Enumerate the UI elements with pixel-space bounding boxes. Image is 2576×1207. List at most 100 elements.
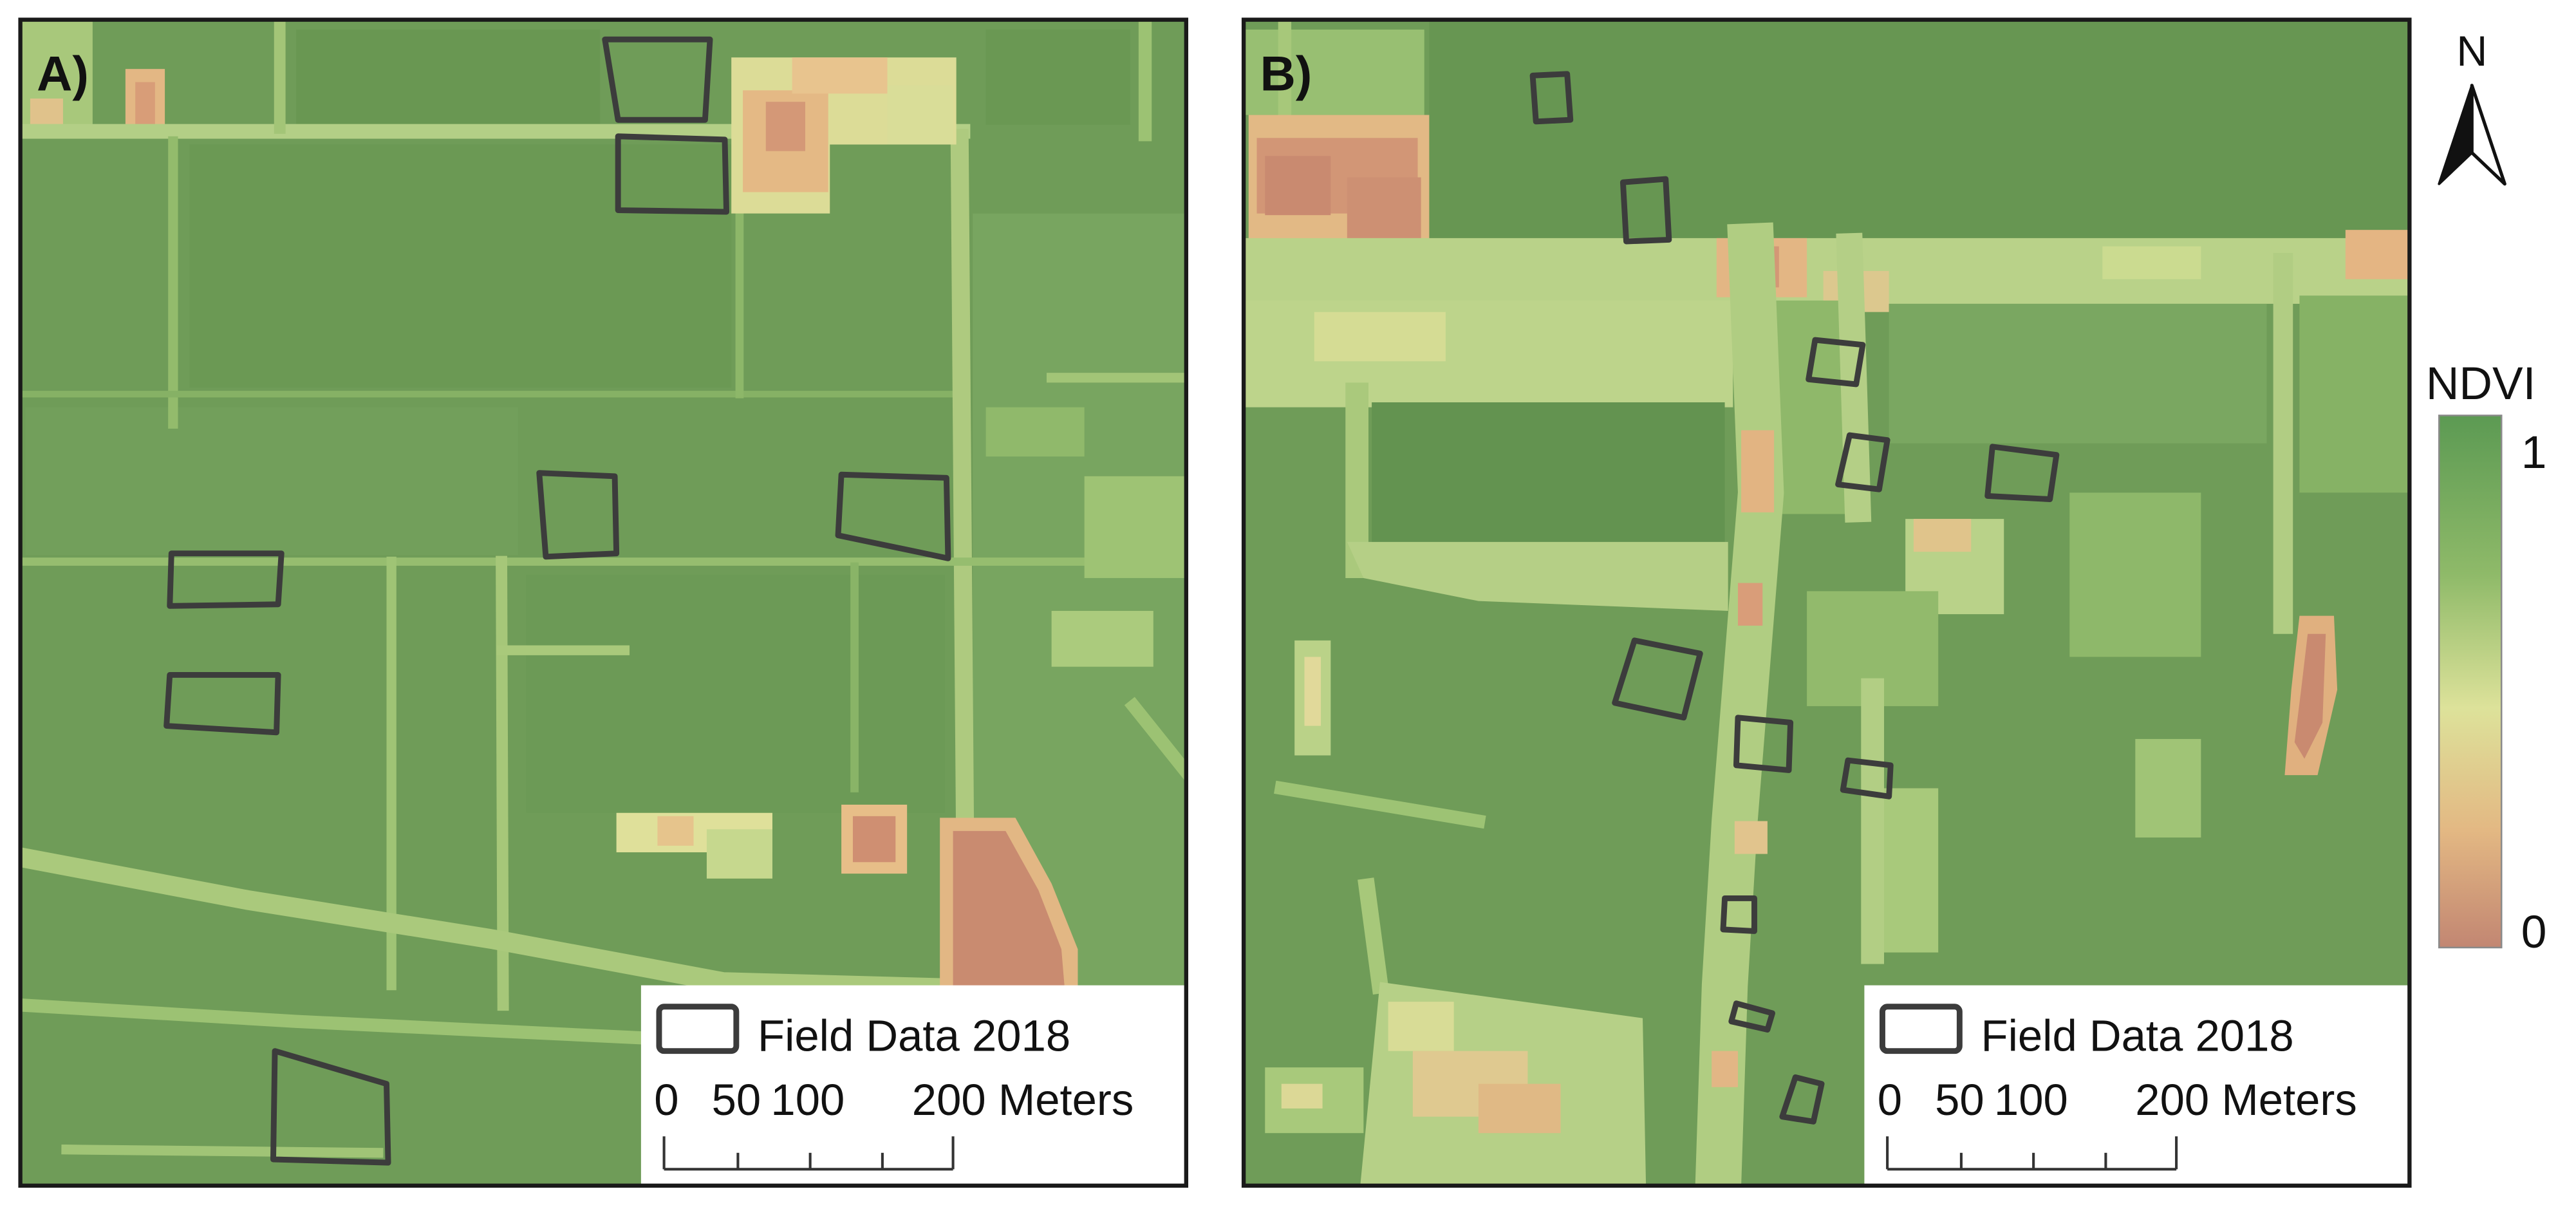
raster-strip: [1274, 780, 1486, 829]
colorbar-title: NDVI: [2426, 358, 2536, 409]
field-plot: [270, 1048, 391, 1166]
field-plot: [1835, 432, 1890, 492]
panel-frame-a: [18, 17, 1189, 1188]
raster-field: [1478, 1083, 1561, 1134]
raster-field: [2299, 295, 2410, 493]
field-plot: [1619, 176, 1672, 245]
colorbar-min-label: 0: [2521, 906, 2547, 958]
raster-field: [1741, 430, 1775, 512]
scale-bar: 0 50 100 200 Meters: [1878, 1075, 2357, 1171]
raster-field: [25, 407, 518, 556]
raster-field: [1265, 156, 1331, 216]
raster-field: [1314, 312, 1446, 362]
raster-field: [1913, 519, 1972, 552]
panel-label-a: A): [37, 46, 89, 101]
raster-field: [985, 29, 1131, 125]
ndvi-legend: NDVI 1 0: [2426, 358, 2547, 958]
panel-a: A) Field Data 2018 0 50 100 200 Meters: [18, 17, 1189, 1188]
raster-strip: [20, 847, 973, 999]
north-label: N: [2456, 28, 2487, 75]
north-arrow-left-half: [2438, 84, 2474, 185]
raster-field: [2069, 492, 2201, 657]
scale-label: 200 Meters: [912, 1075, 1134, 1125]
raster-strip: [1124, 697, 1186, 781]
field-plot: [1840, 757, 1894, 800]
scale-label: 0: [654, 1075, 678, 1125]
field-plot: [1779, 1074, 1825, 1125]
raster-field: [1734, 821, 1768, 854]
field-plot: [1806, 337, 1866, 388]
legend-b: Field Data 2018 0 50 100 200 Meters: [1864, 985, 2410, 1186]
raster-field: [1084, 476, 1186, 578]
ndvi-raster-b: [1244, 19, 2410, 1186]
raster-field: [189, 144, 732, 388]
field-plot: [536, 470, 620, 560]
raster-field: [1712, 1051, 1738, 1087]
panel-label-b: B): [1260, 46, 1312, 101]
panel-frame-b: [1241, 17, 2412, 1188]
field-plot: [1984, 444, 2060, 502]
field-plot: [163, 672, 281, 736]
legend-box: [1864, 985, 2410, 1186]
raster-field: [296, 29, 601, 125]
raster-strip: [61, 1144, 384, 1158]
raster-field: [1281, 1083, 1323, 1109]
raster-field: [2135, 738, 2201, 838]
north-arrow-right-half: [2470, 84, 2506, 186]
raster-field: [1889, 303, 2267, 444]
field-plot: [1728, 1000, 1776, 1033]
raster-field: [657, 816, 694, 846]
raster-field: [887, 85, 953, 145]
field-plot: [835, 471, 951, 561]
raster-patch: [953, 830, 1065, 989]
raster-field: [1372, 402, 1725, 550]
legend-a: Field Data 2018 0 50 100 200 Meters: [640, 985, 1186, 1186]
scale-label: 100: [770, 1075, 845, 1125]
raster-patch: [2294, 633, 2326, 759]
raster-field: [706, 829, 772, 879]
field-plot: [1733, 715, 1794, 773]
scale-label: 100: [1994, 1075, 2068, 1125]
panel-b: B) Field Data 2018 0 50 100 200 Meters: [1241, 17, 2412, 1188]
raster-field: [852, 816, 896, 863]
raster-field: [1388, 1002, 1454, 1051]
scale-label: 50: [1935, 1075, 1984, 1125]
raster-field: [792, 57, 888, 94]
raster-field: [1429, 19, 2410, 238]
raster-field: [985, 407, 1085, 457]
field-plot: [615, 133, 730, 215]
raster-field: [526, 574, 945, 813]
north-arrow-icon: [2438, 84, 2506, 186]
field-plot: [1612, 637, 1703, 721]
ndvi-raster-a: [20, 19, 1186, 1186]
field-data-swatch: [656, 1004, 740, 1054]
raster-strip: [20, 998, 648, 1045]
legend-box: [640, 985, 1186, 1186]
raster-field: [765, 102, 805, 151]
legend-item-label: Field Data 2018: [1981, 1011, 2294, 1061]
field-plot: [1720, 895, 1757, 934]
field-plots-a: [163, 36, 951, 1166]
scale-label: 200 Meters: [2135, 1075, 2357, 1125]
legend-item-label: Field Data 2018: [758, 1011, 1070, 1061]
field-plots-b: [1529, 71, 2060, 1125]
field-plot: [1529, 71, 1574, 125]
field-plot: [602, 36, 713, 123]
raster-patch: [1347, 541, 1728, 611]
raster-field: [2345, 230, 2410, 279]
scale-label: 0: [1878, 1075, 1902, 1125]
raster-field: [1347, 177, 1421, 238]
raster-field: [1051, 610, 1153, 667]
scale-bar: 0 50 100 200 Meters: [654, 1075, 1134, 1171]
field-plot: [167, 550, 285, 609]
raster-field: [135, 82, 155, 125]
north-arrow: N: [2438, 28, 2506, 186]
field-data-swatch: [1880, 1004, 1963, 1054]
raster-strip: [1836, 232, 1872, 523]
raster-field: [2102, 246, 2201, 279]
colorbar-max-label: 1: [2521, 427, 2547, 478]
raster-field: [1304, 657, 1321, 726]
raster-field: [1244, 29, 1424, 115]
ndvi-colorbar: [2438, 415, 2503, 949]
